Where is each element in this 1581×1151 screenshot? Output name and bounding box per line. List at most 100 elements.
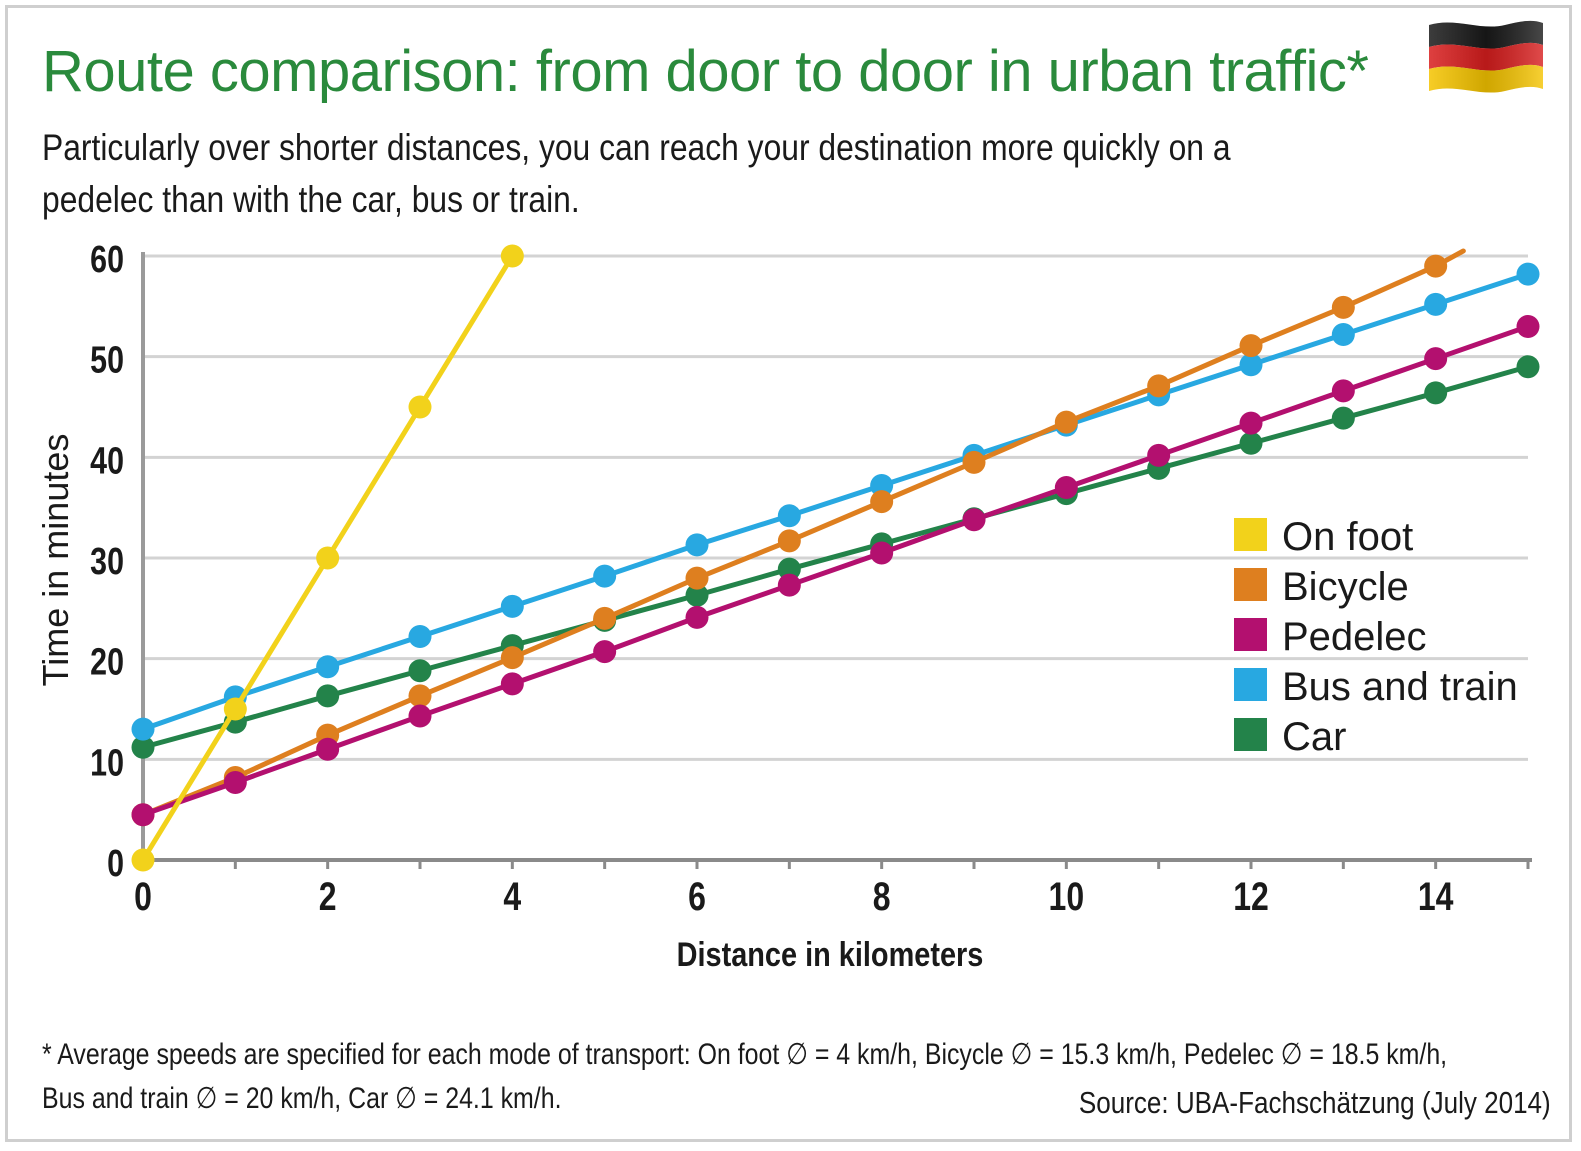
line-bicycle: [140, 248, 1466, 818]
point-car-15: [1516, 355, 1540, 379]
point-pedelec-1: [223, 770, 247, 794]
point-pedelec-14: [1424, 347, 1448, 371]
x-tick-label-10: 10: [1049, 874, 1085, 919]
point-bus-and-train-3: [408, 625, 432, 649]
point-bus-and-train-8: [870, 474, 894, 498]
point-pedelec-10: [1054, 476, 1078, 500]
series-pedelec: [131, 314, 1540, 827]
point-bicycle-9: [962, 450, 986, 474]
footnote-line-2: Bus and train ∅ = 20 km/h, Car ∅ = 24.1 …: [42, 1082, 562, 1115]
y-tick-label-60: 60: [90, 239, 124, 281]
point-pedelec-15: [1516, 314, 1540, 338]
point-on-foot-1: [223, 697, 247, 721]
point-bus-and-train-4: [500, 594, 524, 618]
point-pedelec-8: [870, 541, 894, 565]
point-pedelec-7: [777, 573, 801, 597]
x-tick-label-6: 6: [688, 874, 706, 919]
y-tick-label-50: 50: [90, 340, 124, 382]
grid-lines: [143, 254, 1528, 761]
legend-swatch-bus-and-train: [1234, 668, 1267, 701]
x-tick-label-12: 12: [1233, 874, 1269, 919]
point-pedelec-11: [1147, 443, 1171, 467]
y-tick-label-10: 10: [90, 742, 124, 784]
footnote-line-1: * Average speeds are specified for each …: [42, 1038, 1448, 1071]
point-bus-and-train-6: [685, 533, 709, 557]
point-bicycle-13: [1331, 295, 1355, 319]
point-bus-and-train-2: [316, 655, 340, 679]
chart-title: Route comparison: from door to door in u…: [42, 39, 1369, 104]
point-bicycle-5: [593, 606, 617, 630]
point-car-13: [1331, 406, 1355, 430]
point-bicycle-14: [1424, 254, 1448, 278]
x-tick-label-8: 8: [873, 874, 891, 919]
point-car-0: [131, 735, 155, 759]
point-bicycle-8: [870, 490, 894, 514]
series-group: [131, 244, 1540, 872]
axes: 0 10 20 30 40 50 60 0 2 4 6 8 10 12 14: [90, 239, 1532, 919]
point-bus-and-train-7: [777, 504, 801, 528]
legend-swatch-on-foot: [1234, 518, 1267, 551]
x-axis-label: Distance in kilometers: [677, 935, 984, 974]
y-tick-label-0: 0: [107, 843, 124, 885]
point-on-foot-4: [500, 244, 524, 268]
x-tick-label-14: 14: [1418, 874, 1454, 919]
point-bus-and-train-15: [1516, 262, 1540, 286]
point-car-7: [777, 557, 801, 581]
y-tick-label-40: 40: [90, 440, 124, 482]
point-on-foot-3: [408, 395, 432, 419]
point-bus-and-train-13: [1331, 323, 1355, 347]
y-tick-label-30: 30: [90, 541, 124, 583]
y-tick-label-20: 20: [90, 642, 124, 684]
x-tick-label-2: 2: [319, 874, 337, 919]
line-car: [140, 364, 1531, 750]
point-pedelec-6: [685, 605, 709, 629]
footnote: * Average speeds are specified for each …: [42, 1033, 1453, 1121]
chart-subtitle: Particularly over shorter distances, you…: [42, 127, 1231, 220]
legend: On foot Bicycle Pedelec Bus and train Car: [1234, 515, 1518, 759]
y-axis-label: Time in minutes: [35, 434, 76, 687]
point-bicycle-11: [1147, 374, 1171, 398]
point-bicycle-7: [777, 529, 801, 553]
legend-label-bus-and-train: Bus and train: [1282, 665, 1518, 709]
point-pedelec-9: [962, 508, 986, 532]
legend-label-on-foot: On foot: [1282, 515, 1413, 559]
point-bicycle-4: [500, 646, 524, 670]
point-car-6: [685, 583, 709, 607]
legend-label-bicycle: Bicycle: [1282, 565, 1409, 609]
point-on-foot-2: [316, 546, 340, 570]
point-pedelec-13: [1331, 379, 1355, 403]
point-bus-and-train-5: [593, 564, 617, 588]
series-bus-and-train: [131, 262, 1540, 741]
point-bicycle-12: [1239, 334, 1263, 358]
point-pedelec-3: [408, 704, 432, 728]
point-bicycle-6: [685, 566, 709, 590]
legend-label-car: Car: [1282, 715, 1346, 759]
point-bicycle-3: [408, 684, 432, 708]
point-pedelec-5: [593, 640, 617, 664]
point-bus-and-train-14: [1424, 292, 1448, 316]
x-tick-label-0: 0: [134, 874, 152, 919]
point-on-foot-0: [131, 848, 155, 872]
legend-swatch-car: [1234, 718, 1267, 751]
germany-flag-icon: [1429, 20, 1543, 93]
x-tick-label-4: 4: [503, 874, 521, 919]
point-bus-and-train-12: [1239, 353, 1263, 377]
point-car-2: [316, 684, 340, 708]
line-bus-and-train: [140, 271, 1531, 732]
legend-swatch-pedelec: [1234, 618, 1267, 651]
point-car-14: [1424, 381, 1448, 405]
line-pedelec: [140, 323, 1531, 818]
point-pedelec-4: [500, 672, 524, 696]
series-on-foot: [131, 244, 524, 872]
point-car-3: [408, 659, 432, 683]
point-pedelec-2: [316, 737, 340, 761]
point-bicycle-10: [1054, 410, 1078, 434]
point-pedelec-0: [131, 803, 155, 827]
point-pedelec-12: [1239, 411, 1263, 435]
point-car-12: [1239, 431, 1263, 455]
point-bus-and-train-0: [131, 717, 155, 741]
source-note: Source: UBA-Fachschätzung (July 2014): [1079, 1085, 1551, 1120]
legend-label-pedelec: Pedelec: [1282, 615, 1427, 659]
legend-swatch-bicycle: [1234, 568, 1267, 601]
